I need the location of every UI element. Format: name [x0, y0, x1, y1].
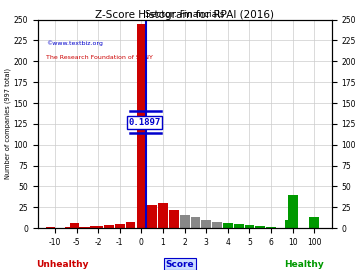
Text: Score: Score: [166, 260, 194, 269]
Bar: [90, 226, 99, 228]
Bar: [115, 224, 125, 228]
Bar: [136, 24, 146, 228]
Bar: [79, 227, 89, 228]
Text: 0.1897: 0.1897: [128, 118, 161, 127]
Bar: [266, 227, 276, 228]
Bar: [223, 223, 233, 228]
Bar: [147, 205, 157, 228]
Bar: [104, 225, 114, 228]
Text: Unhealthy: Unhealthy: [36, 260, 89, 269]
Bar: [234, 224, 243, 228]
Bar: [72, 227, 81, 228]
Bar: [288, 195, 298, 228]
Bar: [285, 220, 295, 228]
Bar: [75, 227, 85, 228]
Bar: [244, 225, 255, 228]
Bar: [93, 226, 103, 228]
Title: Z-Score Histogram for RPAI (2016): Z-Score Histogram for RPAI (2016): [95, 10, 274, 20]
Bar: [310, 217, 319, 228]
Bar: [126, 222, 135, 228]
Bar: [69, 223, 79, 228]
Bar: [86, 227, 96, 228]
Text: Sector: Financials: Sector: Financials: [145, 9, 224, 19]
Bar: [212, 222, 222, 228]
Bar: [190, 217, 200, 228]
Text: The Research Foundation of SUNY: The Research Foundation of SUNY: [46, 55, 153, 60]
Bar: [180, 215, 189, 228]
Bar: [256, 226, 265, 228]
Text: ©www.textbiz.org: ©www.textbiz.org: [46, 40, 103, 46]
Bar: [46, 227, 55, 228]
Bar: [82, 227, 92, 228]
Bar: [158, 203, 168, 228]
Bar: [169, 210, 179, 228]
Bar: [201, 220, 211, 228]
Bar: [65, 227, 75, 228]
Y-axis label: Number of companies (997 total): Number of companies (997 total): [4, 68, 11, 180]
Text: Healthy: Healthy: [284, 260, 324, 269]
